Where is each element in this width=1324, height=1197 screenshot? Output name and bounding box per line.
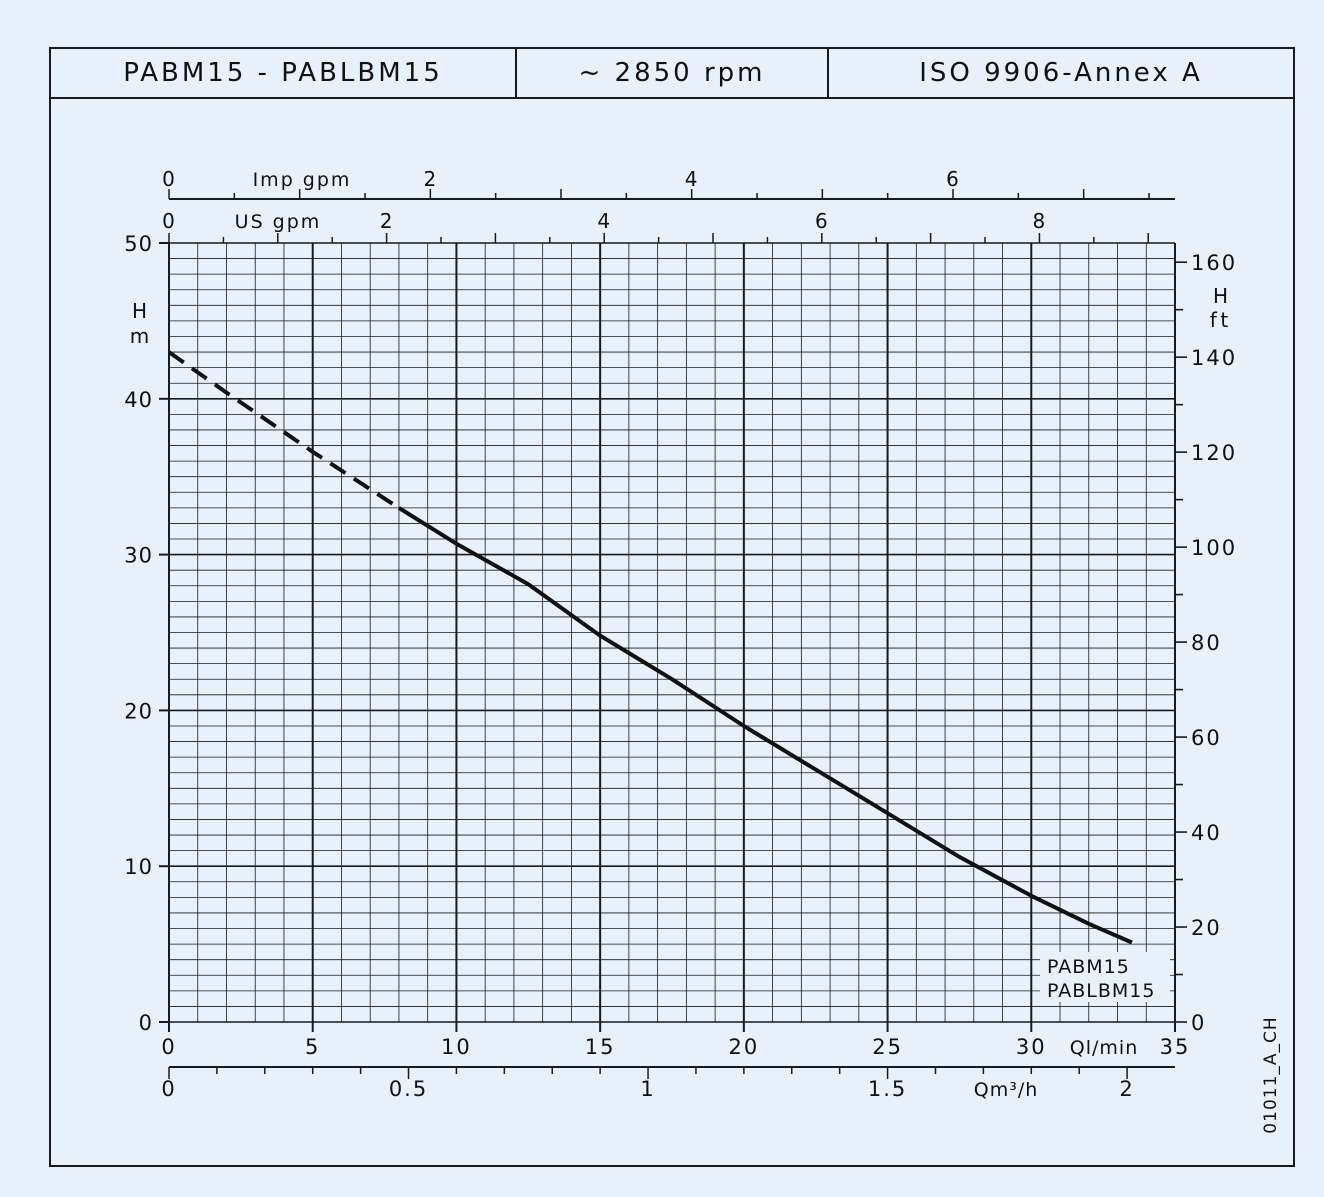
- diagram-code: 01011_A_CH: [1261, 1016, 1281, 1133]
- h-ft-axis-label-bottom: ft: [1210, 308, 1233, 332]
- h-ft-tick-label: 0: [1191, 1011, 1206, 1035]
- h-m-tick-label: 30: [124, 544, 153, 568]
- ql-min-tick-label: 35: [1160, 1035, 1191, 1059]
- ql-min-tick-label: 20: [728, 1035, 759, 1059]
- h-ft-tick-label: 20: [1191, 916, 1222, 940]
- speed-title: ~ 2850 rpm: [517, 49, 829, 97]
- qm3h-axis-label: Qm³/h: [974, 1079, 1039, 1101]
- imp-gpm-tick-label: 2: [423, 167, 437, 191]
- us-gpm-tick-label: 6: [815, 209, 829, 233]
- h-m-axis-label-bottom: m: [130, 324, 150, 348]
- us-gpm-tick-label: 4: [597, 209, 611, 233]
- h-ft-tick-label: 160: [1191, 251, 1237, 275]
- model-title: PABM15 - PABLBM15: [51, 49, 517, 97]
- h-m-tick-label: 20: [124, 699, 153, 723]
- h-m-axis-label-top: H: [132, 299, 148, 323]
- ql-min-tick-label: 15: [585, 1035, 616, 1059]
- plot-grid: [168, 242, 1176, 1023]
- ql-min-axis-label: Ql/min: [1070, 1037, 1138, 1059]
- h-ft-tick-label: 80: [1191, 631, 1222, 655]
- ql-min-tick-label: 0: [161, 1035, 176, 1059]
- h-ft-tick-label: 120: [1191, 441, 1237, 465]
- qm3h-tick-label: 2: [1119, 1077, 1134, 1101]
- imp-gpm-tick-label: 0: [162, 167, 176, 191]
- curve-dashed-segment: [167, 350, 400, 510]
- h-ft-tick-label: 60: [1191, 726, 1222, 750]
- ql-min-tick-label: 25: [872, 1035, 903, 1059]
- us-gpm-tick-label: 2: [380, 209, 394, 233]
- header-bar: PABM15 - PABLBM15 ~ 2850 rpm ISO 9906-An…: [51, 49, 1293, 99]
- us-gpm-tick-label: 8: [1033, 209, 1047, 233]
- h-m-tick-label: 10: [124, 855, 153, 879]
- curve-label-line: PABM15: [1047, 956, 1130, 978]
- h-ft-axis-label-top: H: [1213, 284, 1229, 308]
- ql-min-tick-label: 30: [1016, 1035, 1047, 1059]
- curve-solid-segment: [397, 506, 1133, 945]
- standard-title: ISO 9906-Annex A: [919, 58, 1203, 88]
- imp-gpm-tick-label: 4: [685, 167, 699, 191]
- qm3h-tick-label: 1: [640, 1077, 655, 1101]
- h-m-tick-label: 0: [139, 1011, 153, 1035]
- qm3h-tick-label: 0: [161, 1077, 176, 1101]
- qm3h-tick-label: 0.5: [389, 1077, 428, 1101]
- imp-gpm-axis-label: Imp gpm: [253, 169, 352, 191]
- h-ft-tick-label: 40: [1191, 821, 1222, 845]
- ql-min-tick-label: 10: [441, 1035, 472, 1059]
- h-ft-tick-label: 100: [1191, 536, 1237, 560]
- h-ft-tick-label: 140: [1191, 346, 1237, 370]
- h-m-tick-label: 40: [124, 388, 153, 412]
- curve-label-line: PABLBM15: [1047, 980, 1155, 1002]
- us-gpm-axis-label: US gpm: [235, 211, 322, 233]
- curve-label-background: [1040, 952, 1170, 1002]
- imp-gpm-tick-label: 6: [946, 167, 960, 191]
- qm3h-tick-label: 1.5: [868, 1077, 907, 1101]
- ql-min-tick-label: 5: [305, 1035, 320, 1059]
- chart-frame: PABM15 - PABLBM15 ~ 2850 rpm ISO 9906-An…: [49, 47, 1295, 1167]
- h-m-tick-label: 50: [124, 232, 153, 256]
- us-gpm-tick-label: 0: [162, 209, 176, 233]
